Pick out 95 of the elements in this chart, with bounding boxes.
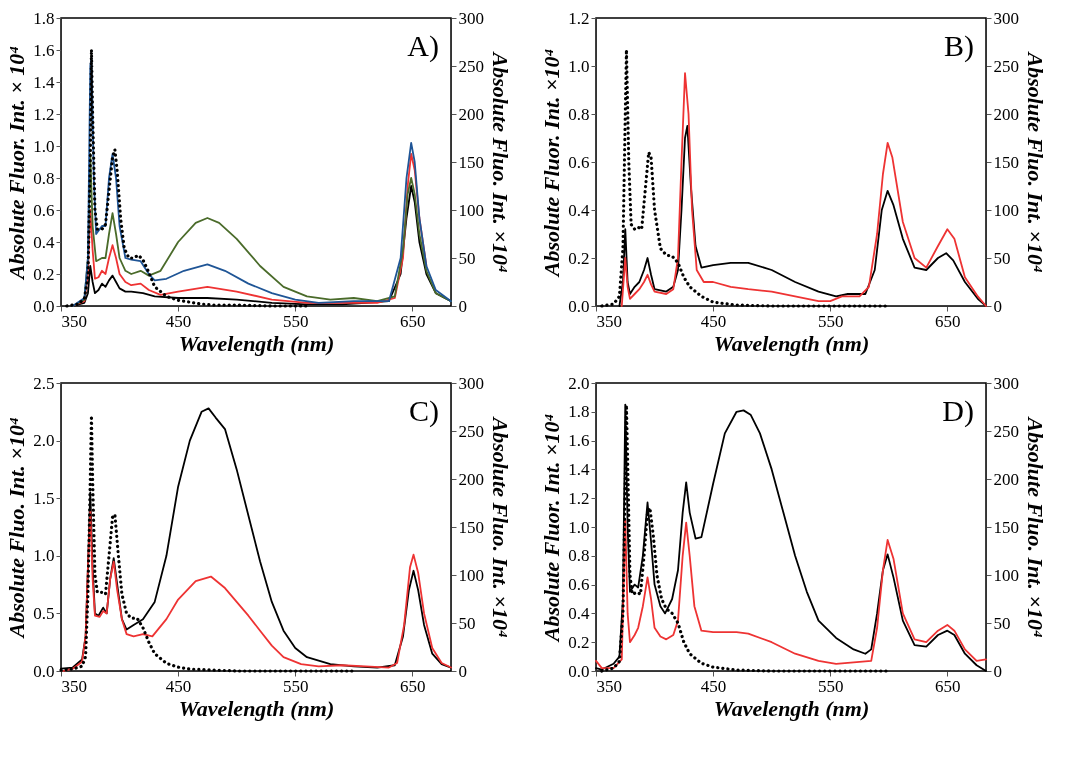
y-tick-label: 1.4 bbox=[568, 459, 590, 479]
y2-tick-label: 250 bbox=[993, 56, 1019, 76]
x-tick-label: 450 bbox=[700, 311, 727, 331]
x-axis-title: Wavelength (nm) bbox=[178, 695, 335, 721]
y2-axis-title: Absolute Fluo. Int. ×10⁴ bbox=[1023, 50, 1048, 273]
y-tick-label: 1.6 bbox=[33, 40, 55, 60]
y-tick-label: 1.0 bbox=[33, 136, 55, 156]
x-tick-label: 650 bbox=[400, 311, 426, 331]
x-tick-label: 350 bbox=[596, 311, 622, 331]
x-axis-title: Wavelength (nm) bbox=[713, 330, 870, 356]
y-axis-title: Absolute Fluor. Int. ×10⁴ bbox=[539, 48, 565, 279]
y-tick-label: 0.0 bbox=[33, 661, 55, 681]
y2-axis-title: Absolute Fluo. Int. ×10⁴ bbox=[1023, 415, 1048, 638]
y-tick-label: 0.8 bbox=[568, 546, 590, 566]
y-tick-label: 0.0 bbox=[568, 661, 590, 681]
y2-tick-label: 50 bbox=[458, 248, 476, 268]
y-tick-label: 1.5 bbox=[33, 488, 55, 508]
annotation: D) bbox=[942, 394, 974, 428]
y-tick-label: 0.4 bbox=[568, 603, 590, 623]
y-tick-label: 0.4 bbox=[568, 200, 590, 220]
y-tick-label: 0.2 bbox=[33, 264, 55, 284]
y2-tick-label: 100 bbox=[993, 565, 1019, 585]
y-tick-label: 1.2 bbox=[33, 104, 55, 124]
y2-tick-label: 300 bbox=[458, 373, 484, 393]
y-axis-title: Absolute Fluo. Int. ×10⁴ bbox=[4, 417, 30, 640]
y2-tick-label: 100 bbox=[993, 200, 1019, 220]
y2-tick-label: 100 bbox=[458, 565, 484, 585]
y2-tick-label: 0 bbox=[993, 296, 1002, 316]
y-tick-label: 2.5 bbox=[33, 373, 55, 393]
x-tick-label: 350 bbox=[596, 676, 622, 696]
x-tick-label: 450 bbox=[700, 676, 727, 696]
y-axis-title: Absolute Fluor. Int. × 10⁴ bbox=[4, 46, 30, 281]
x-axis-title: Wavelength (nm) bbox=[713, 695, 870, 721]
y2-tick-label: 50 bbox=[993, 613, 1011, 633]
y-tick-label: 0.2 bbox=[568, 632, 590, 652]
x-tick-label: 550 bbox=[282, 676, 309, 696]
y2-axis-title: Absolute Fluo. Int. ×10⁴ bbox=[488, 50, 513, 273]
y-tick-label: 0.0 bbox=[568, 296, 590, 316]
y2-tick-label: 200 bbox=[993, 104, 1019, 124]
x-tick-label: 350 bbox=[61, 676, 87, 696]
x-tick-label: 450 bbox=[165, 311, 192, 331]
y-tick-label: 0.8 bbox=[33, 168, 55, 188]
y2-tick-label: 0 bbox=[458, 296, 467, 316]
y-axis-title: Absolute Fluor. Int. ×10⁴ bbox=[539, 413, 565, 644]
annotation: C) bbox=[409, 394, 439, 428]
y2-tick-label: 300 bbox=[993, 8, 1019, 28]
y2-tick-label: 300 bbox=[458, 8, 484, 28]
y2-tick-label: 150 bbox=[458, 152, 484, 172]
y-tick-label: 1.0 bbox=[33, 546, 55, 566]
x-tick-label: 350 bbox=[61, 311, 87, 331]
y-tick-label: 0.5 bbox=[33, 603, 55, 623]
y2-tick-label: 200 bbox=[993, 469, 1019, 489]
y-tick-label: 1.0 bbox=[568, 517, 590, 537]
x-tick-label: 650 bbox=[935, 676, 961, 696]
y-tick-label: 0.8 bbox=[568, 104, 590, 124]
y2-tick-label: 200 bbox=[458, 469, 484, 489]
y2-tick-label: 50 bbox=[993, 248, 1011, 268]
annotation: A) bbox=[407, 29, 439, 63]
y-tick-label: 1.2 bbox=[568, 8, 590, 28]
y2-tick-label: 150 bbox=[993, 152, 1019, 172]
y2-tick-label: 200 bbox=[458, 104, 484, 124]
y2-tick-label: 0 bbox=[458, 661, 467, 681]
y2-tick-label: 100 bbox=[458, 200, 484, 220]
y-tick-label: 0.6 bbox=[33, 200, 55, 220]
y2-tick-label: 300 bbox=[993, 373, 1019, 393]
x-tick-label: 550 bbox=[817, 676, 844, 696]
y-tick-label: 1.8 bbox=[568, 402, 590, 422]
y-tick-label: 1.4 bbox=[33, 72, 55, 92]
y2-tick-label: 150 bbox=[458, 517, 484, 537]
y-tick-label: 1.6 bbox=[568, 431, 590, 451]
y-tick-label: 2.0 bbox=[568, 373, 590, 393]
y-tick-label: 0.0 bbox=[33, 296, 55, 316]
y-tick-label: 0.2 bbox=[568, 248, 590, 268]
y2-tick-label: 150 bbox=[993, 517, 1019, 537]
y-tick-label: 0.4 bbox=[33, 232, 55, 252]
y2-axis-title: Absolute Fluo. Int. ×10⁴ bbox=[488, 415, 513, 638]
y-tick-label: 2.0 bbox=[33, 431, 55, 451]
y-tick-label: 1.2 bbox=[568, 488, 590, 508]
annotation: B) bbox=[944, 29, 974, 63]
y2-tick-label: 250 bbox=[458, 56, 484, 76]
x-axis-title: Wavelength (nm) bbox=[178, 330, 335, 356]
x-tick-label: 650 bbox=[400, 676, 426, 696]
x-tick-label: 450 bbox=[165, 676, 192, 696]
y-tick-label: 0.6 bbox=[568, 152, 590, 172]
y-tick-label: 0.6 bbox=[568, 575, 590, 595]
y2-tick-label: 0 bbox=[993, 661, 1002, 681]
x-tick-label: 550 bbox=[817, 311, 844, 331]
y2-tick-label: 250 bbox=[458, 421, 484, 441]
x-tick-label: 550 bbox=[282, 311, 309, 331]
y-tick-label: 1.8 bbox=[33, 8, 55, 28]
x-tick-label: 650 bbox=[935, 311, 961, 331]
y2-tick-label: 250 bbox=[993, 421, 1019, 441]
line-series bbox=[620, 72, 987, 307]
y2-tick-label: 50 bbox=[458, 613, 476, 633]
y-tick-label: 1.0 bbox=[568, 56, 590, 76]
